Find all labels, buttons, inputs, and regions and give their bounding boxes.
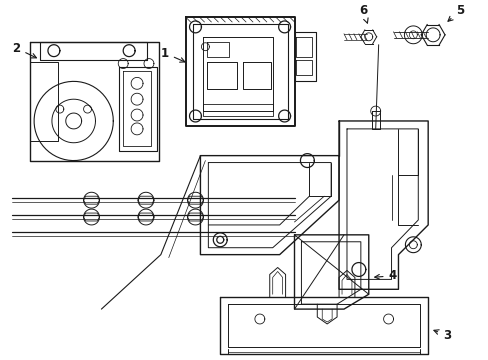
Text: 4: 4 <box>374 269 396 282</box>
Text: 3: 3 <box>433 329 450 342</box>
Text: 5: 5 <box>447 4 463 21</box>
Text: 6: 6 <box>358 4 367 23</box>
Text: 1: 1 <box>161 46 184 62</box>
Text: 2: 2 <box>12 42 36 58</box>
